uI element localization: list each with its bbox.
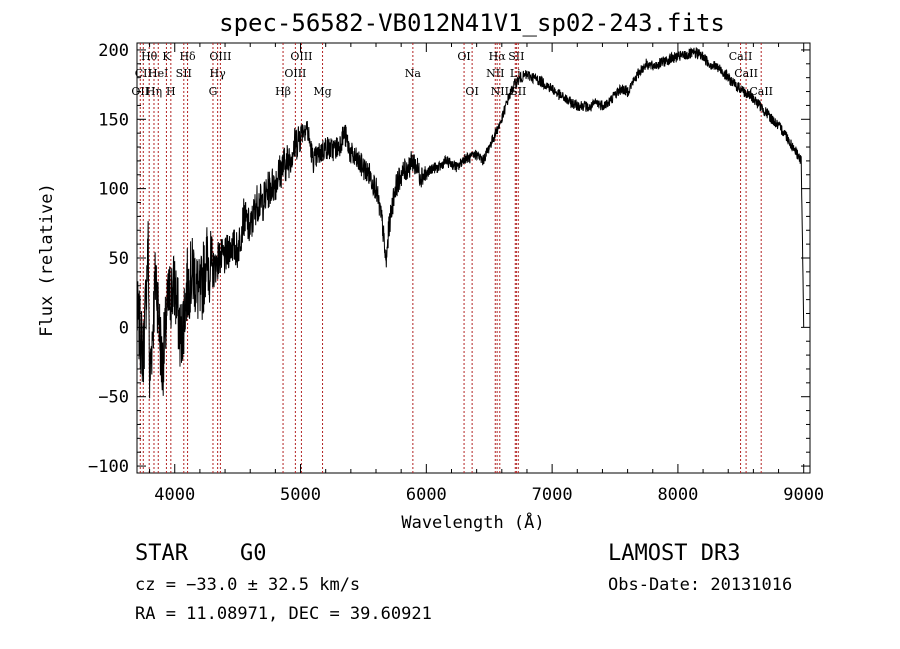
spectral-line-label: SII <box>176 67 192 80</box>
spectral-line-label: K <box>162 50 171 63</box>
spectral-line-label: OI <box>465 85 478 98</box>
spectral-line-label: SII <box>510 85 526 98</box>
chart-title: spec-56582-VB012N41V1_sp02-243.fits <box>219 9 725 37</box>
y-tick-label: 200 <box>98 41 129 61</box>
spectral-line-label: CaII <box>734 67 758 80</box>
spectral-line-label: Mg <box>313 85 331 98</box>
object-class: STAR <box>135 541 188 566</box>
y-tick-label: −100 <box>88 457 129 477</box>
x-tick-label: 5000 <box>280 485 321 505</box>
series-layer <box>136 47 805 399</box>
spectral-line-label: HeI <box>148 67 168 80</box>
spectral-line-label: CaII <box>749 85 773 98</box>
spectral-line-label: Li <box>510 67 521 80</box>
spectral-line-label: SII <box>508 50 524 63</box>
y-tick-label: 150 <box>98 110 129 130</box>
y-tick-label: 100 <box>98 180 129 200</box>
x-tick-label: 6000 <box>406 485 447 505</box>
y-tick-label: 0 <box>119 318 129 338</box>
spectral-line-label: OIII <box>209 50 231 63</box>
spectral-line-label: Hβ <box>275 85 291 98</box>
x-axis-label: Wavelength (Å) <box>401 511 544 533</box>
spectral-line-label: H <box>166 85 176 98</box>
spectral-line-label: OI <box>457 50 470 63</box>
survey-name: LAMOST DR3 <box>608 541 741 566</box>
spectral-line-label: CaII <box>729 50 753 63</box>
spectral-line-label: NII <box>491 85 509 98</box>
spectral-lines-layer: OIICIIHθHηHeIKHSIIHδGHγOIIIHβOIIIOIIIMgN… <box>131 43 773 473</box>
spectral-line-label: Na <box>405 67 422 80</box>
spectral-line-label: OIII <box>284 67 306 80</box>
spectrum-series-line <box>136 47 805 399</box>
spectral-line-label: Hθ <box>141 50 158 63</box>
x-tick-label: 8000 <box>657 485 698 505</box>
object-subclass: G0 <box>240 541 267 566</box>
observation-date: Obs-Date: 20131016 <box>608 575 793 595</box>
ra-dec: RA = 11.08971, DEC = 39.60921 <box>135 604 432 624</box>
y-axis-label: Flux (relative) <box>37 183 57 337</box>
spectral-line-label: Hα <box>489 50 507 63</box>
axes-layer: 4000 5000 6000 7000 8000 9000 −100 −50 0 50 100 150… <box>88 41 824 505</box>
redshift-cz: cz = −33.0 ± 32.5 km/s <box>135 575 361 595</box>
spectral-line-label: OIII <box>290 50 312 63</box>
spectral-line-label: Hγ <box>210 67 227 80</box>
spectral-line-label: G <box>209 85 218 98</box>
spectral-line-label: NII <box>486 67 504 80</box>
x-tick-label: 9000 <box>783 485 824 505</box>
x-tick-label: 7000 <box>532 485 573 505</box>
spectral-line-label: Hδ <box>179 50 196 63</box>
x-tick-label: 4000 <box>154 485 195 505</box>
y-tick-label: 50 <box>109 249 129 269</box>
spectral-line-label: Hη <box>146 85 162 98</box>
spectral-line-label: CII <box>135 67 152 80</box>
y-tick-label: −50 <box>98 388 129 408</box>
